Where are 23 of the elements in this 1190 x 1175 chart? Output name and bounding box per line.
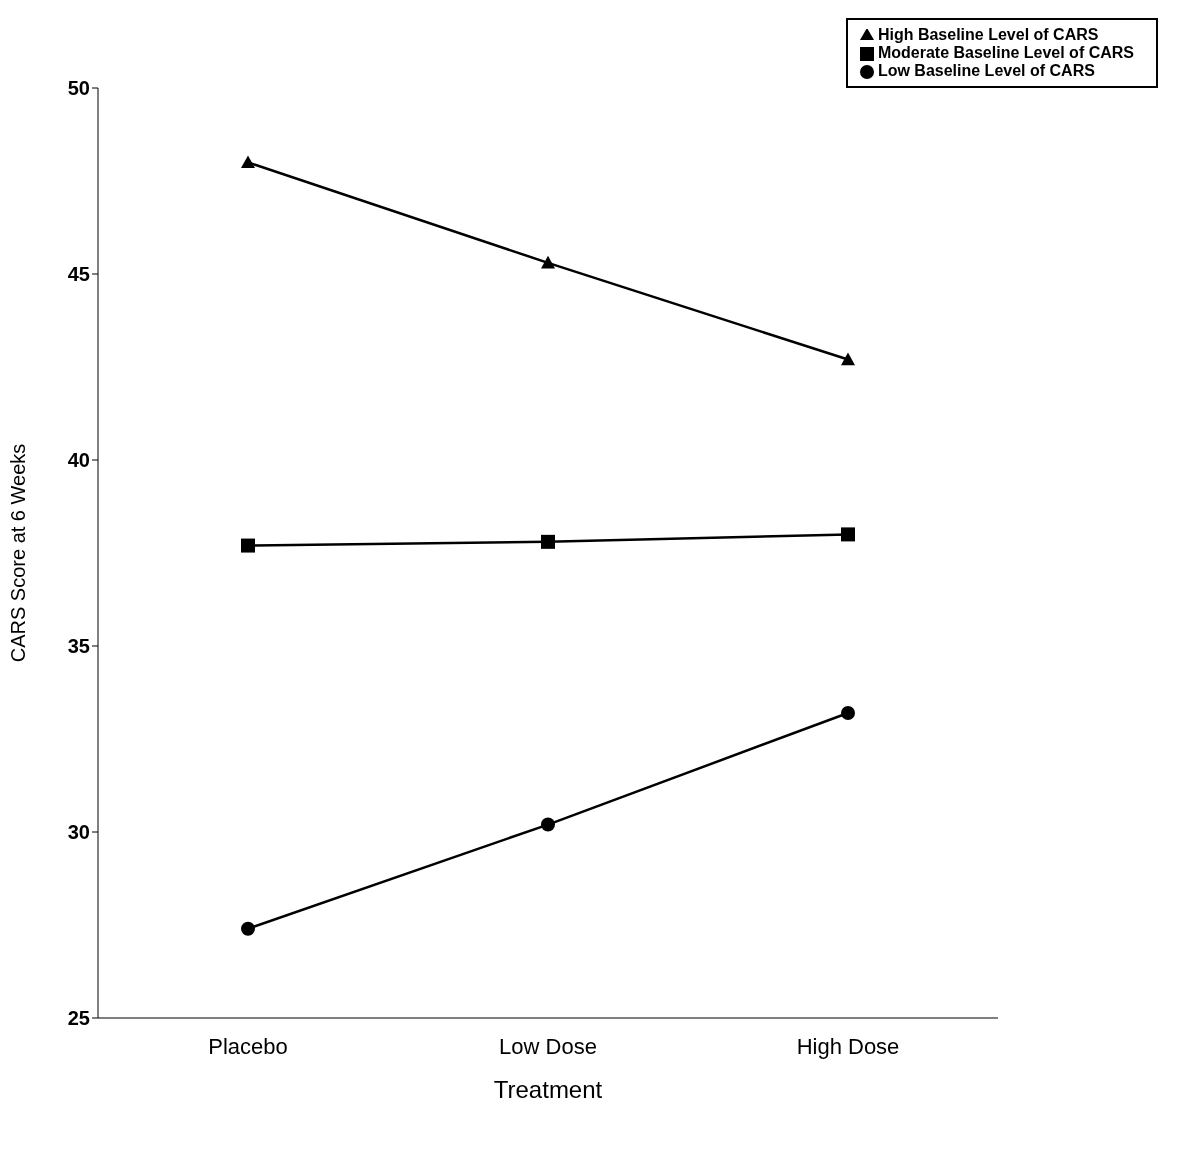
x-axis-title: Treatment bbox=[493, 1076, 603, 1103]
point bbox=[241, 921, 255, 936]
x-tick-label: Placebo bbox=[208, 1033, 288, 1059]
legend-label: High Baseline Level of CARS bbox=[877, 26, 1099, 43]
y-tick-label: 40 bbox=[67, 449, 90, 472]
point bbox=[841, 527, 855, 542]
x-tick-label: Low Dose bbox=[499, 1033, 597, 1059]
point bbox=[541, 255, 555, 269]
point bbox=[541, 817, 555, 832]
point bbox=[241, 538, 255, 553]
point bbox=[841, 705, 855, 720]
legend-label: Moderate Baseline Level of CARS bbox=[877, 44, 1134, 61]
y-tick-label: 45 bbox=[67, 263, 90, 286]
y-tick-label: 35 bbox=[67, 635, 90, 658]
legend-label: Low Baseline Level of CARS bbox=[877, 62, 1095, 79]
point bbox=[841, 352, 855, 366]
x-tick-label: High Dose bbox=[796, 1033, 900, 1059]
point bbox=[241, 155, 255, 168]
y-tick-label: 25 bbox=[67, 1007, 90, 1030]
y-tick-label: 50 bbox=[67, 77, 90, 100]
point bbox=[541, 534, 555, 549]
y-tick-label: 30 bbox=[67, 821, 90, 844]
y-axis-title: CARS Score at 6 Weeks bbox=[7, 443, 30, 663]
